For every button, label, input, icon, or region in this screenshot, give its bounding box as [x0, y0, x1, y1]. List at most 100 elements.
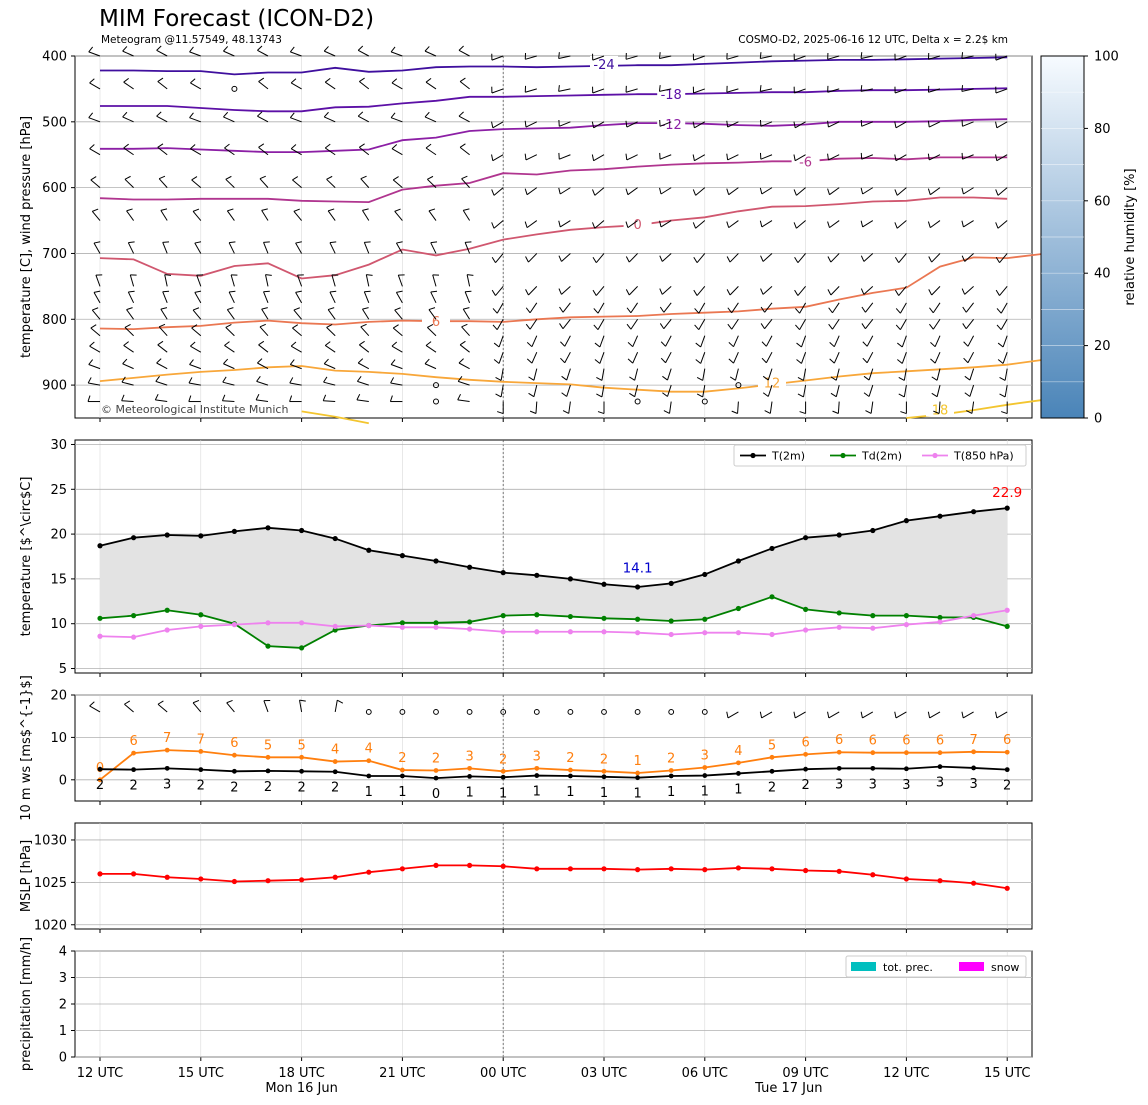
upper-air-wind-barb — [491, 253, 504, 263]
contour-label-bg — [926, 401, 954, 417]
upper-air-wind-barb — [462, 307, 471, 320]
upper-air-wind-barb — [154, 393, 168, 403]
legend-entry-snow: snow — [991, 961, 1019, 974]
data-point-t2m — [265, 525, 271, 531]
upper-air-wind-barb — [428, 208, 437, 221]
upper-air-wind-barb — [491, 187, 504, 196]
data-point-t850 — [399, 624, 405, 630]
legend-entry-td2m: Td(2m) — [861, 450, 902, 463]
wind-data-point — [164, 765, 170, 771]
data-point-td2m — [399, 620, 405, 626]
mslp-data-point — [399, 866, 405, 872]
upper-air-wind-barb — [230, 274, 238, 287]
upper-air-wind-barb — [491, 286, 504, 296]
data-point-td2m — [265, 643, 271, 649]
upper-air-wind-barb — [796, 335, 807, 348]
wind-value-label: 3 — [533, 749, 541, 764]
wind-data-point — [534, 773, 540, 778]
upper-air-wind-barb — [897, 335, 907, 348]
contour-label-bg — [623, 215, 652, 231]
data-point-t850 — [534, 629, 540, 635]
wind-value-label: 1 — [701, 785, 709, 800]
data-point-t2m — [399, 553, 405, 559]
upper-air-wind-barb — [292, 176, 302, 189]
data-point-t850 — [332, 623, 338, 630]
wind-series-line-0 — [99, 749, 1008, 781]
mslp-data-point — [635, 867, 641, 873]
upper-air-wind-barb — [692, 220, 706, 229]
upper-air-wind-barb — [591, 154, 605, 162]
surface-wind-barb — [927, 711, 941, 719]
upper-air-wind-barb — [293, 208, 302, 221]
upper-air-wind-barb — [658, 85, 672, 92]
upper-air-wind-barb — [894, 154, 907, 162]
wind-value-label: 2 — [197, 779, 205, 794]
upper-air-wind-barb — [392, 324, 403, 337]
upper-air-wind-barb — [999, 368, 1008, 381]
upper-air-wind-barb — [726, 52, 739, 60]
wind-value-label: 6 — [129, 734, 137, 749]
upper-air-wind-barb — [827, 220, 840, 229]
upper-air-wind-barb — [626, 318, 639, 330]
upper-air-wind-barb — [830, 384, 840, 398]
surface-wind-barb — [759, 711, 773, 719]
mslp-data-point — [567, 866, 574, 872]
upper-air-wind-barb — [524, 153, 538, 161]
upper-air-wind-barb — [828, 302, 840, 314]
wind-value-label: 3 — [701, 749, 709, 764]
upper-air-wind-barb — [228, 241, 236, 254]
wind-data-point — [500, 774, 506, 780]
upper-air-wind-barb — [93, 290, 101, 304]
data-point-t850 — [601, 629, 607, 635]
wind-data-point — [971, 749, 976, 755]
surface-wind-barb — [995, 711, 1008, 719]
wind-data-point — [836, 749, 842, 755]
upper-air-wind-barb — [626, 302, 639, 314]
mslp-data-point — [366, 869, 372, 875]
colorbar-label: relative humidity [%] — [1123, 168, 1138, 305]
upper-air-wind-barb — [961, 253, 974, 262]
isotherm-label: -6 — [799, 155, 812, 170]
x-tick-label: 15 UTC — [178, 1066, 224, 1081]
upper-air-wind-barb — [427, 324, 437, 337]
isotherm-line-6 — [99, 354, 1075, 393]
data-point-t2m — [702, 571, 708, 578]
wind-data-point — [668, 773, 674, 779]
upper-air-wind-barb — [625, 220, 638, 229]
upper-air-wind-barb — [898, 385, 907, 398]
legend-swatch-precip — [851, 962, 876, 971]
upper-air-wind-barb — [559, 302, 571, 313]
upper-air-wind-barb — [430, 241, 438, 254]
data-point-t850 — [467, 626, 473, 632]
upper-air-wind-barb — [356, 375, 369, 386]
y-axis-label: 10 m ws [ms$^{-1}$] — [19, 675, 34, 821]
upper-air-wind-barb — [558, 285, 571, 295]
upper-air-wind-barb — [592, 286, 605, 296]
upper-air-wind-barb — [860, 285, 874, 295]
upper-air-wind-barb — [89, 341, 101, 353]
wind-value-label: 2 — [768, 780, 776, 795]
upper-air-wind-barb — [458, 358, 470, 370]
upper-air-wind-barb — [558, 220, 571, 228]
upper-air-wind-barb — [188, 377, 201, 386]
upper-air-wind-barb — [727, 302, 739, 314]
upper-air-wind-barb — [191, 324, 202, 337]
wind-data-point — [97, 777, 103, 783]
upper-air-wind-barb — [995, 187, 1008, 196]
data-point-t850 — [668, 631, 674, 638]
upper-air-wind-barb — [793, 220, 806, 229]
wind-data-point — [467, 774, 472, 779]
upper-air-wind-barb — [156, 45, 168, 57]
wind-data-point — [232, 752, 237, 758]
mslp-data-point — [500, 863, 506, 869]
wind-data-point — [870, 765, 876, 771]
upper-air-wind-barb — [493, 335, 504, 348]
upper-air-wind-barb — [223, 46, 235, 57]
wind-value-label: 2 — [398, 751, 406, 766]
upper-air-wind-barb — [997, 335, 1008, 348]
upper-air-wind-barb — [662, 384, 672, 397]
upper-air-wind-barb — [459, 143, 470, 156]
surface-wind-barb — [157, 700, 168, 713]
upper-air-wind-barb — [430, 290, 438, 304]
data-point-td2m — [735, 605, 742, 612]
